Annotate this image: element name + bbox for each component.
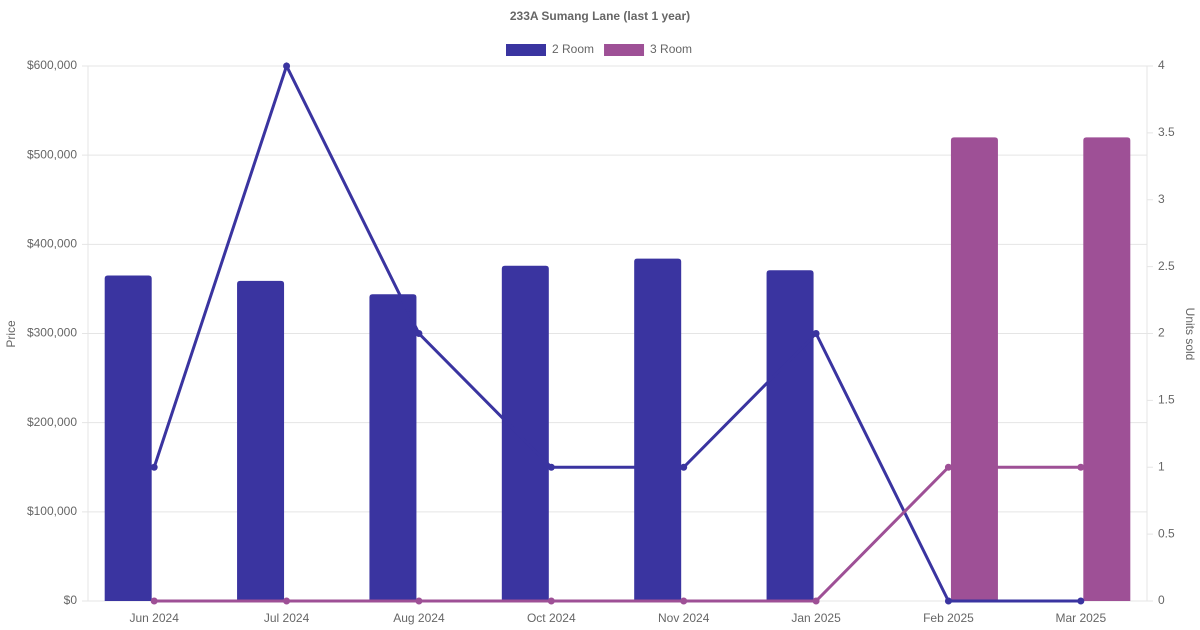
x-tick-label: Jul 2024 <box>264 611 310 625</box>
x-tick-label: Jan 2025 <box>791 611 841 625</box>
units-point <box>680 463 688 471</box>
units-point <box>1077 597 1085 605</box>
x-tick-label: Aug 2024 <box>393 611 445 625</box>
bar <box>1083 137 1131 602</box>
y2-tick-label: 2 <box>1158 326 1165 340</box>
legend-label: 3 Room <box>650 42 692 56</box>
y-tick-label: $100,000 <box>27 504 77 518</box>
units-point <box>150 597 158 605</box>
y2-tick-label: 1.5 <box>1158 393 1175 407</box>
chart-title: 233A Sumang Lane (last 1 year) <box>510 9 690 23</box>
units-point <box>1077 463 1085 471</box>
units-point <box>283 62 291 70</box>
units-point <box>812 597 820 605</box>
legend-swatch <box>604 44 645 56</box>
units-point <box>680 597 688 605</box>
bar <box>369 294 417 601</box>
units-point <box>415 597 423 605</box>
units-point <box>547 597 555 605</box>
units-point <box>944 597 952 605</box>
y-tick-label: $300,000 <box>27 326 77 340</box>
units-point <box>812 330 820 337</box>
y2-tick-label: 0 <box>1158 593 1165 607</box>
units-point <box>283 597 291 605</box>
x-tick-label: Oct 2024 <box>527 611 576 625</box>
units-line <box>152 62 1081 603</box>
bar <box>237 280 285 601</box>
y2-tick-label: 3 <box>1158 192 1165 206</box>
y2-tick-label: 0.5 <box>1158 526 1175 540</box>
units-line <box>154 465 1081 603</box>
bar <box>950 137 998 602</box>
legend-label: 2 Room <box>552 42 594 56</box>
bar <box>104 275 152 601</box>
y2-tick-label: 1 <box>1158 459 1165 473</box>
y-tick-label: $0 <box>64 593 78 607</box>
y-tick-label: $400,000 <box>27 237 77 251</box>
y2-tick-label: 4 <box>1158 58 1165 72</box>
units-point <box>150 463 158 471</box>
x-tick-label: Mar 2025 <box>1055 611 1106 625</box>
bar <box>634 258 682 601</box>
bar <box>766 270 814 601</box>
units-point <box>547 463 555 471</box>
y2-tick-label: 2.5 <box>1158 259 1175 273</box>
y-tick-label: $500,000 <box>27 147 77 161</box>
y-axis-label: Price <box>4 320 18 348</box>
x-tick-label: Nov 2024 <box>658 611 710 625</box>
legend-swatch <box>506 44 546 56</box>
x-tick-label: Jun 2024 <box>129 611 179 625</box>
y-tick-label: $200,000 <box>27 415 77 429</box>
bar <box>501 265 549 601</box>
units-point <box>944 463 952 471</box>
y2-tick-label: 3.5 <box>1158 125 1175 139</box>
y2-axis-label: Units sold <box>1183 308 1197 361</box>
x-tick-label: Feb 2025 <box>923 611 974 625</box>
y-tick-label: $600,000 <box>27 58 77 72</box>
units-point <box>415 330 423 337</box>
